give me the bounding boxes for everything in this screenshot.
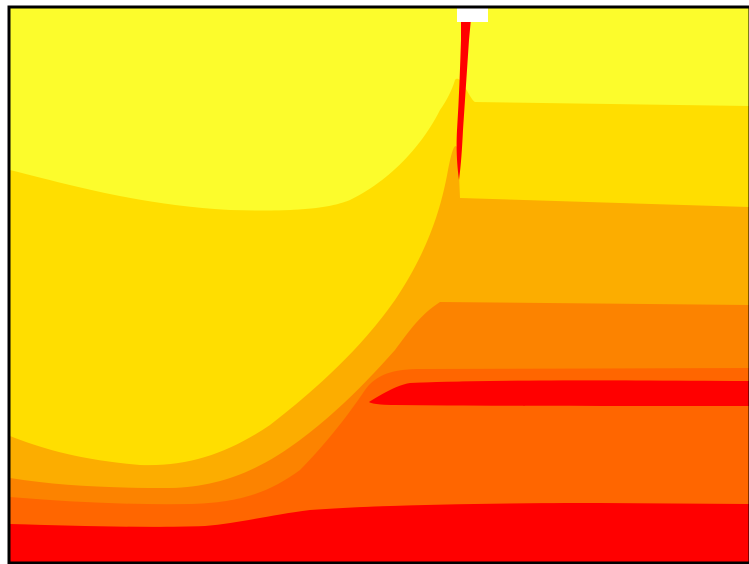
plot-frame-border xyxy=(7,5,749,564)
vertical-red-plume xyxy=(456,8,472,180)
contour-bands xyxy=(10,8,749,562)
contour-band-level-6 xyxy=(10,503,749,562)
top-marker xyxy=(457,8,488,22)
horizontal-red-lens xyxy=(369,380,749,406)
